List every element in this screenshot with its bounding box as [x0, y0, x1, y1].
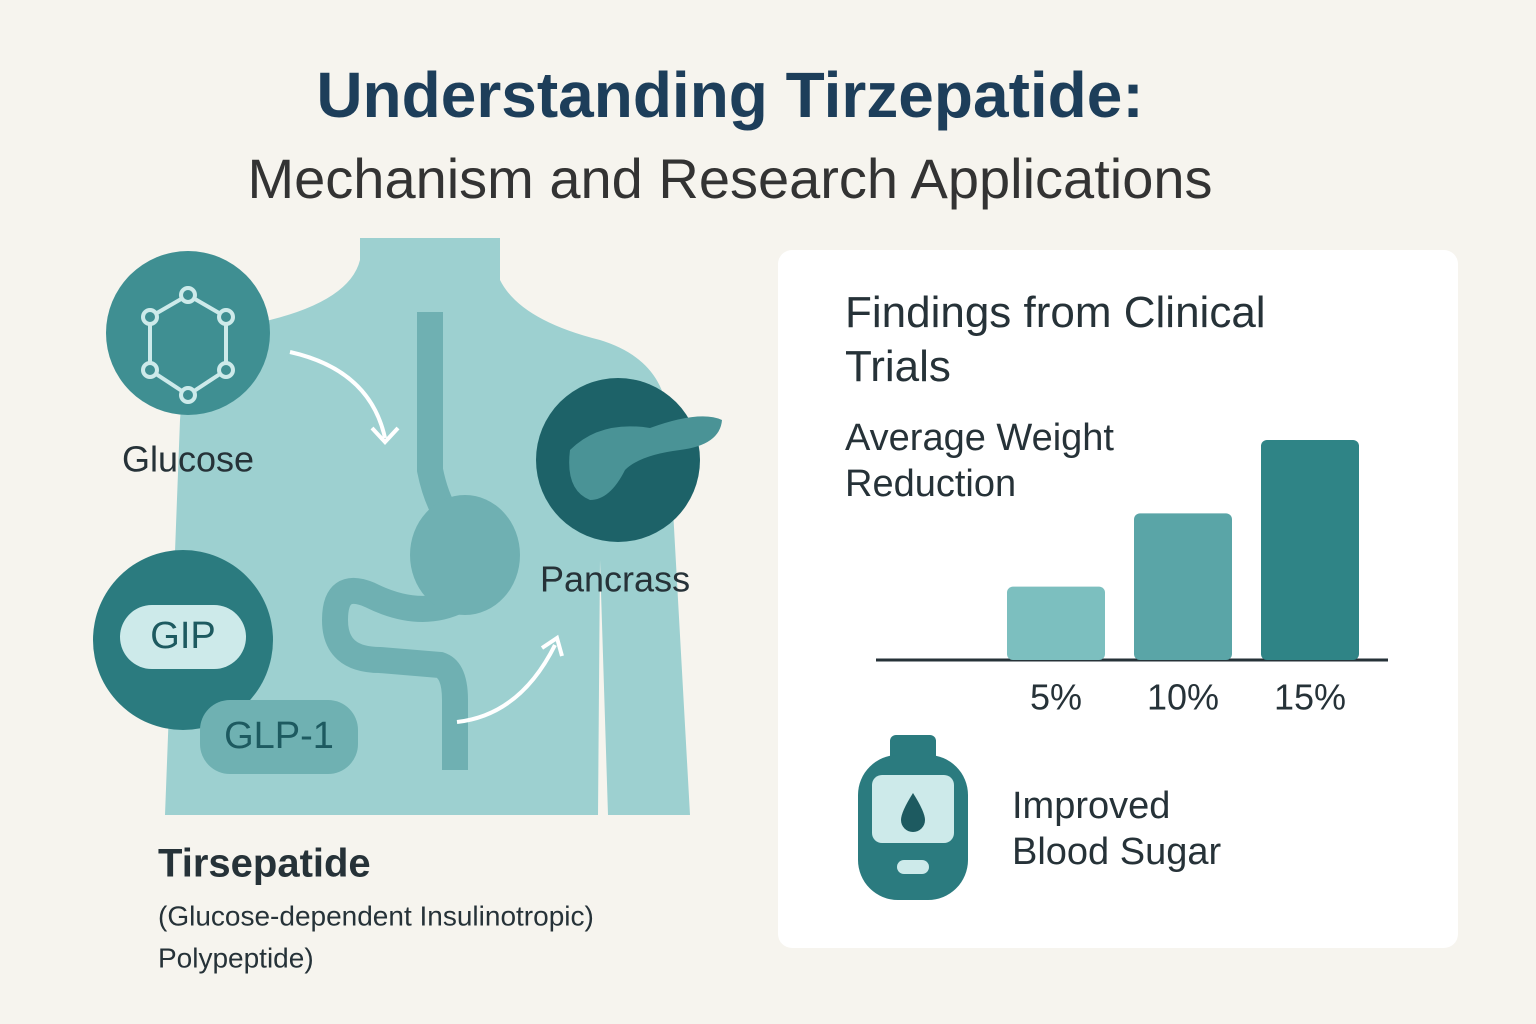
bar	[1134, 513, 1232, 660]
value-label: 15%	[1274, 677, 1346, 718]
label: GIP	[150, 615, 215, 657]
label: Pancrass	[540, 559, 690, 600]
meter-button	[897, 860, 929, 874]
title: Understanding Tirzepatide:	[316, 59, 1144, 131]
value-label: 5%	[1030, 677, 1082, 718]
arrow-head	[540, 634, 564, 657]
drug-name: Tirsepatide	[158, 842, 371, 886]
arrow	[289, 350, 387, 439]
value-label: 10%	[1147, 677, 1219, 718]
drop	[901, 793, 925, 832]
bar	[1007, 586, 1105, 660]
subtitle: Mechanism and Research Applications	[247, 147, 1213, 210]
drug-description: Polypeptide)	[158, 942, 314, 973]
label: GLP-1	[224, 715, 334, 757]
drug-description: (Glucose-dependent Insulinotropic)	[158, 900, 594, 931]
bar	[1261, 440, 1359, 660]
panel-title: Findings from Clinical Trials	[845, 288, 1266, 391]
pill	[120, 605, 246, 669]
pancreas-shape	[569, 416, 722, 500]
label: Glucose	[122, 439, 254, 480]
chart-title: Average Weight Reduction	[845, 417, 1114, 505]
molecule-atoms	[141, 286, 235, 404]
callout: Improved Blood Sugar	[1012, 785, 1222, 873]
arrow	[456, 644, 557, 724]
arrow-head	[370, 426, 400, 445]
pill	[200, 700, 358, 774]
stomach	[410, 495, 520, 615]
